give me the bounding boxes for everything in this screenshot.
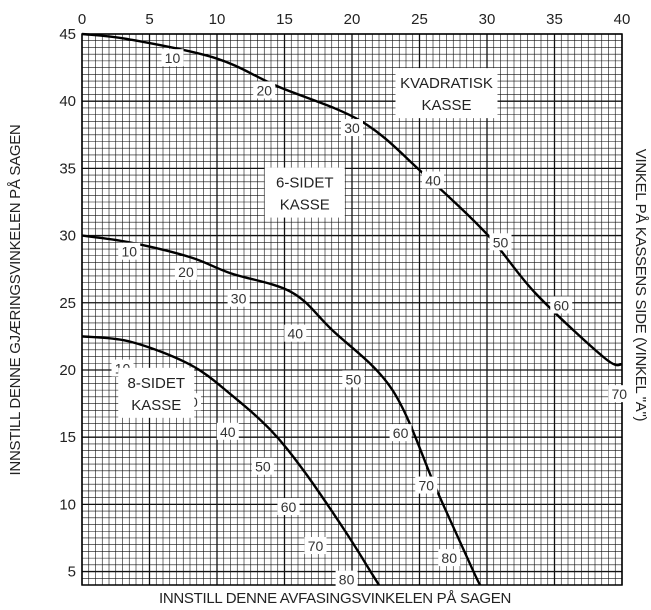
series-name-line: 6-SIDET: [276, 175, 334, 192]
series-2: 10 20 30 40 50 60 70 80: [81, 234, 482, 586]
y-tick-label: 30: [59, 228, 76, 245]
series-line: [81, 234, 482, 586]
x-axis-ticks: 0 5 10 15 20 25 30 35 40: [78, 11, 631, 28]
angle-label-bg: [118, 242, 141, 260]
series-name-box: 8-SIDET KASSE: [118, 367, 195, 418]
angle-label: 70: [308, 538, 324, 554]
angle-label-bg: [253, 81, 276, 99]
angle-label: 30: [344, 120, 360, 136]
x-tick-label: 15: [276, 11, 293, 28]
angle-label: 50: [493, 234, 509, 250]
x-tick-label: 40: [614, 11, 631, 28]
y-tick-label: 20: [59, 362, 76, 379]
angle-label: 50: [255, 459, 271, 475]
y-tick-label: 15: [59, 429, 76, 446]
y-axis-label: INNSTILL DENNE GJÆRINGSVINKELEN PÅ SAGEN: [7, 125, 24, 476]
series-name-box-bg: [395, 68, 498, 119]
angle-label: 50: [346, 371, 362, 387]
y-tick-label: 25: [59, 295, 76, 312]
angle-label-bg: [174, 262, 197, 280]
angle-label: 80: [339, 572, 355, 588]
angle-label-bg: [389, 424, 412, 442]
x-tick-label: 35: [546, 11, 563, 28]
angle-label-bg: [304, 537, 327, 555]
series-name-line: KASSE: [131, 397, 181, 414]
series-name-line: KASSE: [280, 197, 330, 214]
angle-label: 40: [220, 424, 236, 440]
x-tick-label: 30: [479, 11, 496, 28]
angle-label-bg: [277, 498, 300, 516]
series-name-box: 6-SIDET KASSE: [264, 167, 345, 218]
angle-label-bg: [335, 570, 358, 588]
angle-label-bg: [284, 324, 307, 342]
angle-label-bg: [216, 422, 239, 440]
angle-label-bg: [422, 171, 444, 189]
series-name-line: KVADRATISK: [400, 75, 493, 92]
angle-label: 80: [441, 550, 457, 566]
angle-label: 60: [553, 297, 569, 313]
angle-label-bg: [251, 457, 274, 475]
angle-label: 60: [393, 425, 409, 441]
series-line: [81, 335, 381, 586]
series-name-line: 8-SIDET: [127, 375, 185, 392]
angle-label-bg: [342, 370, 365, 388]
x-axis-label: INNSTILL DENNE AVFASINGSVINKELEN PÅ SAGE…: [159, 590, 511, 607]
angle-label-bg: [227, 289, 250, 307]
series-name-box: KVADRATISK KASSE: [395, 68, 498, 119]
angle-label-bg: [550, 296, 573, 314]
series-name-line: KASSE: [421, 97, 471, 114]
box-labels: KVADRATISK KASSE 6-SIDET KASSE 8-SIDET KASSE: [118, 68, 498, 418]
y-axis-ticks: 5 10 15 20 25 30 35 40 45: [59, 26, 76, 581]
x-tick-label: 5: [145, 11, 153, 28]
angle-label: 20: [256, 82, 272, 98]
angle-label: 70: [612, 386, 628, 402]
angle-label: 70: [418, 478, 434, 494]
x-tick-label: 10: [209, 11, 226, 28]
angle-label-bg: [489, 233, 512, 251]
y-tick-label: 35: [59, 160, 76, 177]
angle-label: 40: [288, 326, 304, 342]
y-tick-label: 40: [59, 93, 76, 110]
y-tick-label: 10: [59, 496, 76, 513]
angle-label: 30: [231, 291, 247, 307]
x-tick-label: 0: [78, 11, 86, 28]
angle-label-bg: [608, 385, 631, 403]
angle-label-bg: [161, 49, 184, 67]
y-tick-label: 5: [68, 564, 76, 581]
y-tick-label: 45: [59, 26, 76, 43]
angle-label: 40: [425, 172, 441, 188]
series-name-box-bg: [118, 367, 195, 418]
x-tick-label: 25: [411, 11, 428, 28]
series-1: 10 20 30 40 50 60 70: [81, 32, 631, 403]
angle-label: 10: [165, 50, 181, 66]
angle-label: 20: [178, 264, 194, 280]
right-axis-label: VINKEL PÅ KASSENS SIDE (VINKEL "A"): [632, 149, 649, 422]
angle-label: 60: [281, 499, 297, 515]
angle-label-bg: [438, 549, 461, 567]
angle-label-bg: [341, 119, 363, 137]
angle-label-bg: [415, 476, 438, 494]
x-tick-label: 20: [344, 11, 361, 28]
angle-label: 10: [121, 244, 137, 260]
series-name-box-bg: [264, 167, 345, 218]
